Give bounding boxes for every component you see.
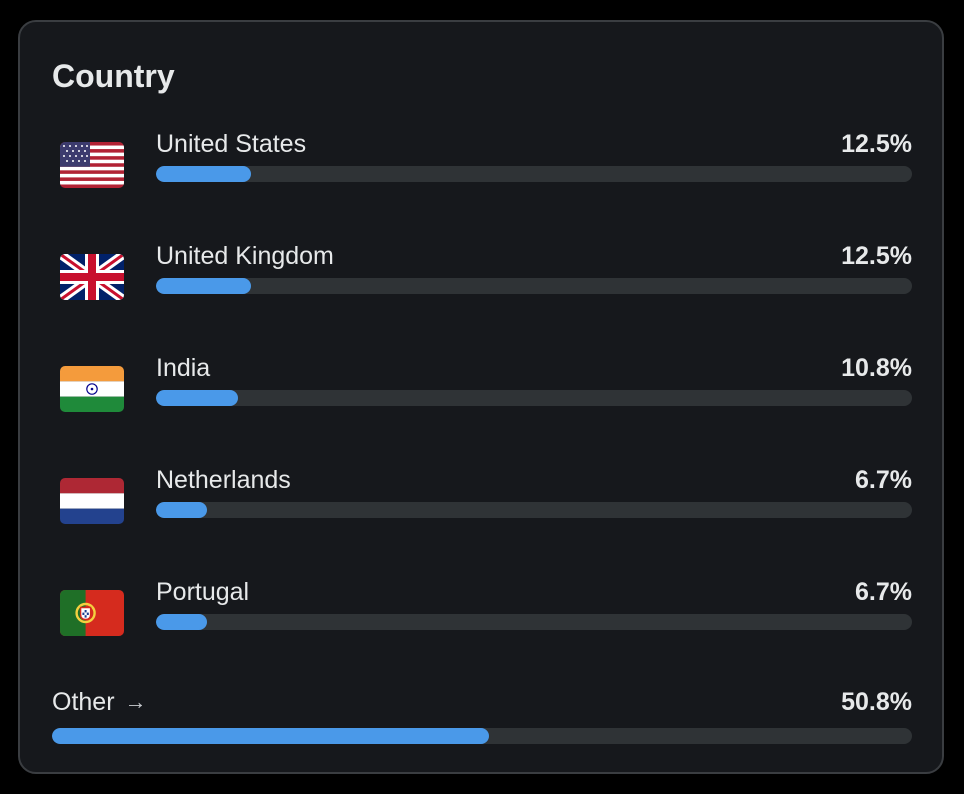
country-label: India <box>156 354 211 382</box>
country-row-netherlands: Netherlands 6.7% <box>20 458 942 548</box>
country-percentage: 6.7% <box>855 466 912 494</box>
progress-fill <box>156 390 238 406</box>
card-title: Country <box>52 58 175 94</box>
progress-track <box>156 502 912 518</box>
netherlands-flag-icon <box>60 478 124 524</box>
country-row-united-states: United States 12.5% <box>20 122 942 212</box>
country-label: Netherlands <box>156 466 291 494</box>
country-row-india: India 10.8% <box>20 346 942 436</box>
other-label: Other <box>52 688 115 716</box>
country-percentage: 10.8% <box>841 354 912 382</box>
progress-fill <box>52 728 489 744</box>
country-percentage: 6.7% <box>855 578 912 606</box>
portugal-flag-icon <box>60 590 124 636</box>
uk-flag-icon <box>60 254 124 300</box>
progress-track <box>52 728 912 744</box>
country-label: United States <box>156 130 307 158</box>
progress-fill <box>156 166 251 182</box>
progress-fill <box>156 278 251 294</box>
country-label: United Kingdom <box>156 242 334 270</box>
us-flag-icon <box>60 142 124 188</box>
progress-track <box>156 614 912 630</box>
progress-fill <box>156 502 207 518</box>
other-countries-row: Other → 50.8% <box>20 686 942 746</box>
country-row-united-kingdom: United Kingdom 12.5% <box>20 234 942 324</box>
progress-track <box>156 166 912 182</box>
country-percentage: 12.5% <box>841 130 912 158</box>
india-flag-icon <box>60 366 124 412</box>
country-percentage: 12.5% <box>841 242 912 270</box>
arrow-right-icon: → <box>124 689 147 714</box>
progress-track <box>156 390 912 406</box>
progress-fill <box>156 614 207 630</box>
country-row-portugal: Portugal 6.7% <box>20 570 942 660</box>
country-label: Portugal <box>156 578 250 606</box>
other-countries-link[interactable]: Other → <box>52 686 147 718</box>
country-card: Country United States 12.5% <box>18 20 944 774</box>
progress-track <box>156 278 912 294</box>
other-percentage: 50.8% <box>841 688 912 716</box>
